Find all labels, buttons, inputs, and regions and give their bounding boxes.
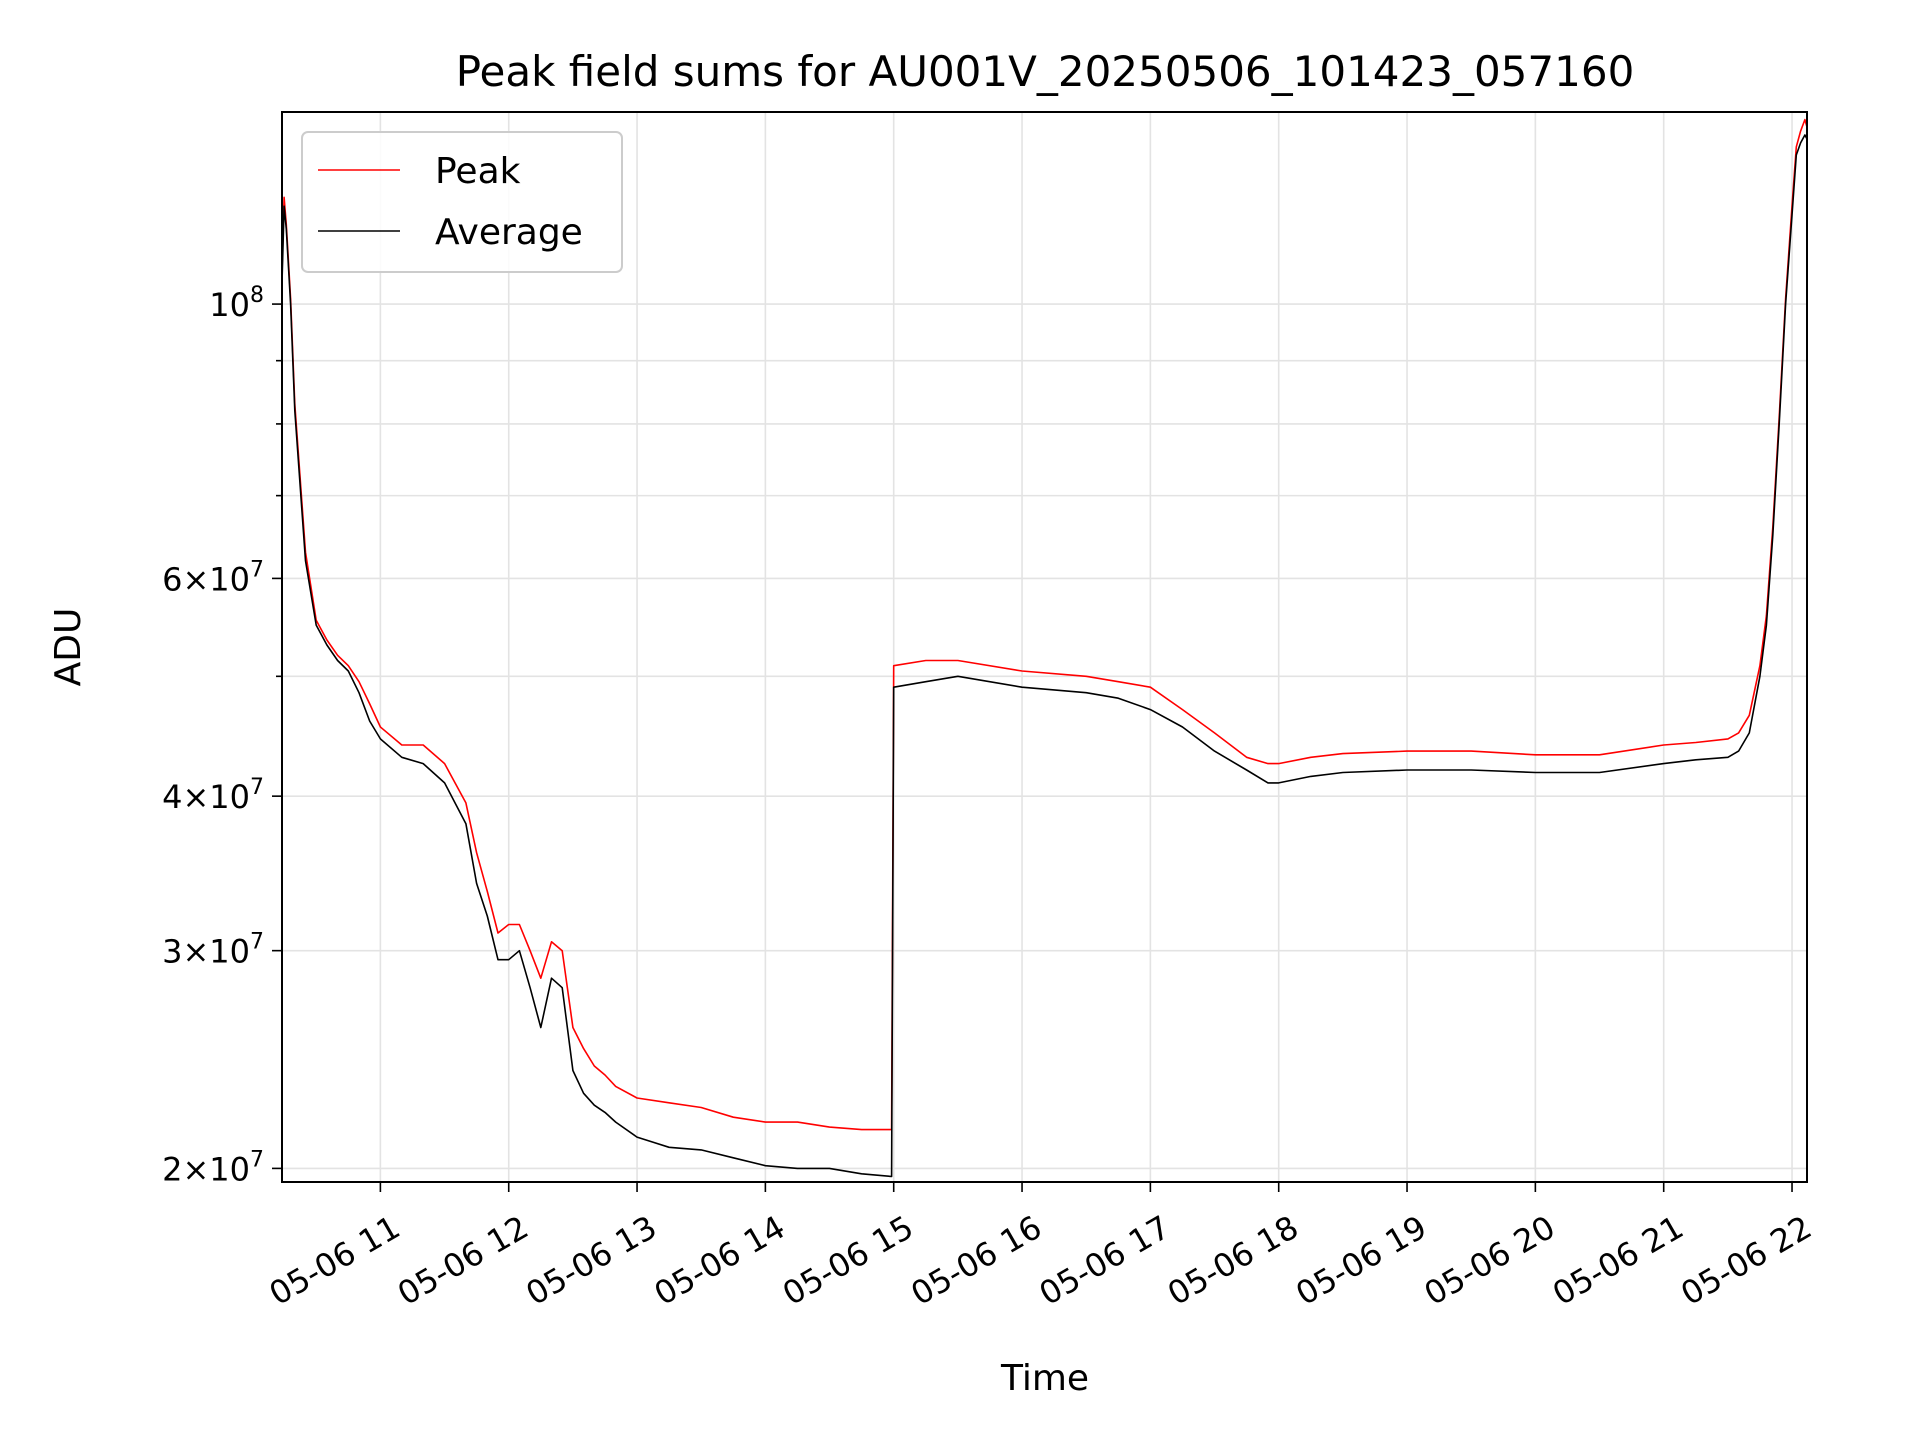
y-tick-label: 108 xyxy=(209,283,264,324)
y-tick-label: 4×107 xyxy=(162,775,264,816)
legend-label-peak: Peak xyxy=(435,151,521,192)
chart-title: Peak field sums for AU001V_20250506_1014… xyxy=(456,47,1635,96)
legend-box xyxy=(301,131,623,273)
y-tick-label: 2×107 xyxy=(162,1147,264,1188)
legend: Peak Average xyxy=(301,131,623,273)
y-axis-label: ADU xyxy=(48,608,89,687)
series-line-peak xyxy=(281,118,1808,1131)
plot-frame xyxy=(281,111,1808,1183)
series-layer xyxy=(281,118,1808,1178)
y-tick-label: 6×107 xyxy=(162,557,264,598)
y-tick-label: 3×107 xyxy=(162,930,264,971)
grid xyxy=(282,112,1807,1182)
legend-label-average: Average xyxy=(435,212,583,253)
x-axis-label: Time xyxy=(1000,1358,1089,1399)
series-line-average xyxy=(281,134,1808,1178)
y-axis: 2×107 3×107 4×107 6×107 108 xyxy=(162,283,282,1188)
